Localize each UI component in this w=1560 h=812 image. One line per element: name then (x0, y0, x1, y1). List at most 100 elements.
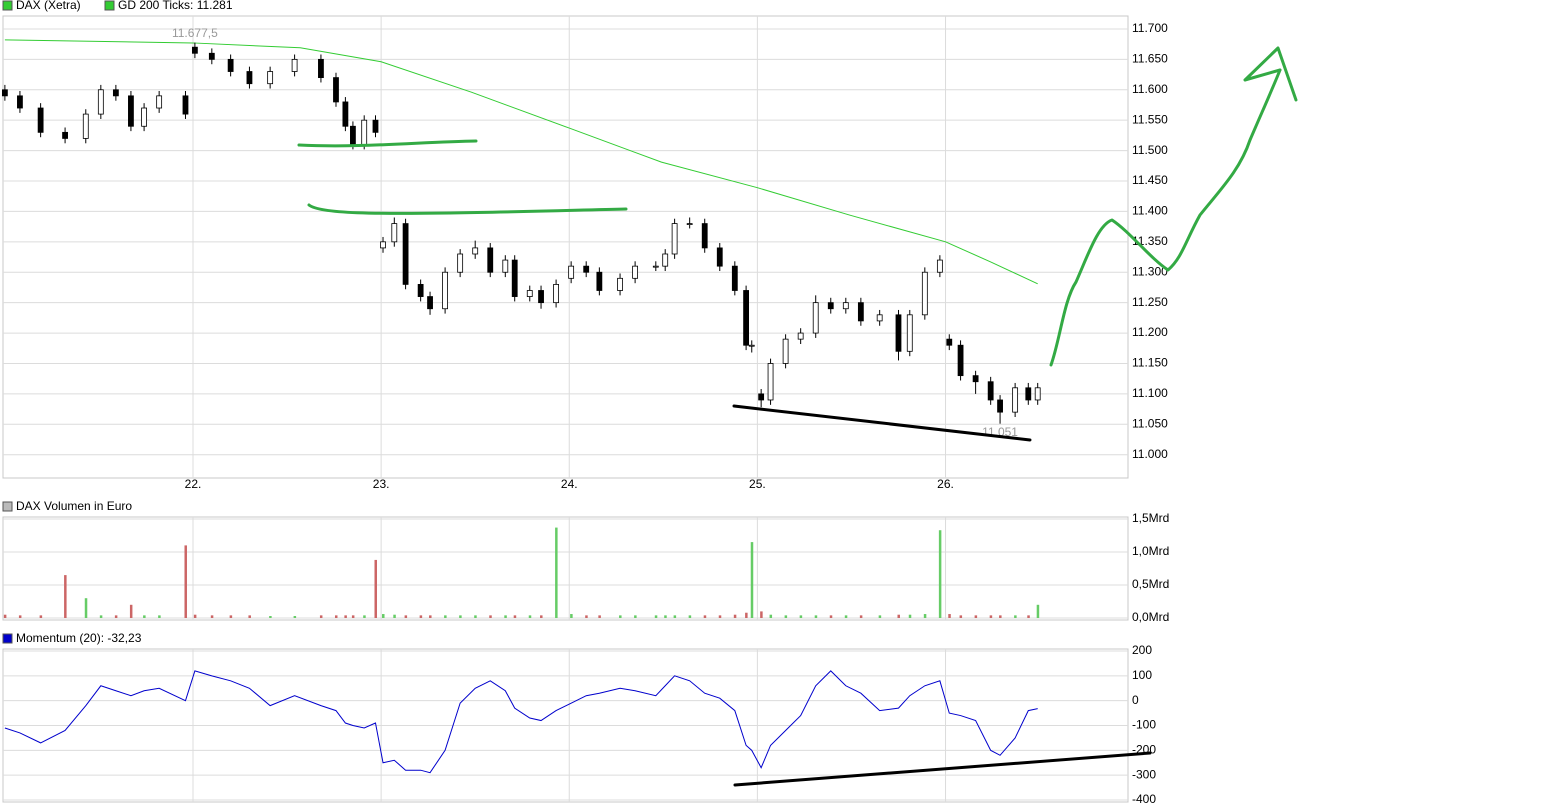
volume-bar (989, 615, 993, 618)
candle-body (743, 290, 750, 346)
candle-body (417, 284, 424, 297)
y-tick-label: 11.000 (1132, 447, 1168, 461)
y-tick-label: 11.250 (1132, 295, 1168, 309)
y-tick-label: 100 (1132, 668, 1152, 682)
candle-body (782, 338, 789, 364)
y-tick-label: 11.600 (1132, 82, 1168, 96)
volume-bar (363, 615, 366, 618)
volume-bar (64, 575, 67, 618)
volume-bar (654, 615, 658, 618)
volume-bar (99, 615, 103, 618)
candle-body (472, 247, 479, 255)
momentum-line (4, 670, 1038, 774)
volume-bar (404, 615, 408, 618)
candle-body (987, 381, 994, 401)
candle-body (402, 223, 409, 285)
volume-bar (897, 614, 900, 618)
candle-body (758, 393, 765, 401)
volume-bar (908, 614, 912, 618)
candle-body (906, 314, 913, 352)
y-tick-label: 11.100 (1132, 386, 1168, 400)
candle-body (1, 89, 8, 97)
legend-swatch (104, 0, 115, 11)
legend-swatch (2, 633, 13, 644)
candle-body (350, 125, 356, 145)
volume-bar (948, 614, 951, 618)
chart-base: 22. 23. 24. 25. 26. 11.000 11.050 11.100 11.150 1… (2, 0, 1169, 806)
candle-body (797, 332, 804, 340)
candle-body (596, 271, 603, 291)
y-tick-label: 11.500 (1132, 143, 1168, 157)
y-tick-label: 11.450 (1132, 173, 1168, 187)
candle-body (487, 247, 494, 273)
candle-body (372, 119, 379, 133)
volume-bar (570, 614, 573, 618)
price-trendline (732, 404, 1032, 442)
volume-bar (769, 614, 773, 618)
candle-body (511, 259, 518, 297)
volume-bar (829, 615, 833, 618)
legend-swatch (2, 0, 13, 11)
candle-body (291, 58, 298, 72)
volume-bar (269, 616, 272, 618)
volume-bar (760, 611, 763, 618)
volume-bar (814, 615, 818, 618)
annotation: 11.677,5 (172, 26, 218, 40)
candle-body (380, 241, 386, 249)
candle-body (716, 247, 723, 267)
candle-body (427, 296, 433, 310)
x-tick-label: 24. (561, 477, 578, 491)
volume-bar (39, 615, 43, 618)
legend-label: GD 200 Ticks: 11.281 (118, 0, 233, 12)
y-tick-label: 0,0Mrd (1132, 610, 1169, 624)
volume-bar (750, 542, 754, 618)
volume-bar (210, 615, 214, 618)
candle-body (17, 95, 23, 109)
candle-body (442, 271, 448, 310)
x-tick-label: 22. (185, 477, 202, 491)
forecast-arrow (1049, 68, 1282, 367)
volume-bar (718, 615, 722, 618)
candle-body (568, 265, 575, 279)
x-tick-label: 23. (373, 477, 390, 491)
volume-bar (319, 615, 323, 618)
candle-body (97, 89, 104, 115)
volume-bar (784, 615, 788, 618)
volume-bar (555, 527, 558, 618)
y-tick-label: 11.550 (1132, 112, 1168, 126)
y-tick-label: 0,5Mrd (1132, 577, 1169, 591)
chart-marks: 11.677,511.051 (1, 26, 1041, 774)
volume-bar (878, 615, 882, 618)
candle-body (391, 223, 398, 243)
volume-bar (374, 559, 377, 618)
volume-bar (114, 615, 118, 618)
candle-body (827, 302, 834, 310)
candle-body (246, 71, 253, 85)
candle-body (895, 314, 902, 352)
volume-bar (3, 614, 7, 618)
candle-body (842, 302, 849, 310)
volume-bar (393, 614, 396, 618)
volume-bar (18, 615, 22, 618)
volume-bar (248, 615, 251, 618)
volume-bar (158, 615, 161, 618)
y-tick-label: 11.400 (1132, 204, 1168, 218)
volume-bar (999, 615, 1002, 618)
candle-body (1012, 387, 1019, 413)
volume-bar (419, 615, 423, 618)
moving-average-line (4, 39, 1038, 285)
y-tick-label: 1,5Mrd (1132, 511, 1169, 525)
candle-body (957, 344, 964, 377)
y-tick-label: 11.200 (1132, 325, 1168, 339)
volume-bar (444, 615, 447, 618)
legend-label: DAX Volumen in Euro (16, 499, 132, 513)
candle-body (876, 314, 883, 322)
y-tick-label: -100 (1132, 718, 1156, 732)
y-tick-label: 11.650 (1132, 52, 1168, 66)
candle-body (686, 223, 693, 225)
volume-bar (598, 615, 601, 618)
volume-bar (84, 598, 88, 618)
volume-bar (799, 615, 803, 618)
candle-body (156, 95, 163, 109)
y-tick-label: 11.700 (1132, 21, 1168, 35)
